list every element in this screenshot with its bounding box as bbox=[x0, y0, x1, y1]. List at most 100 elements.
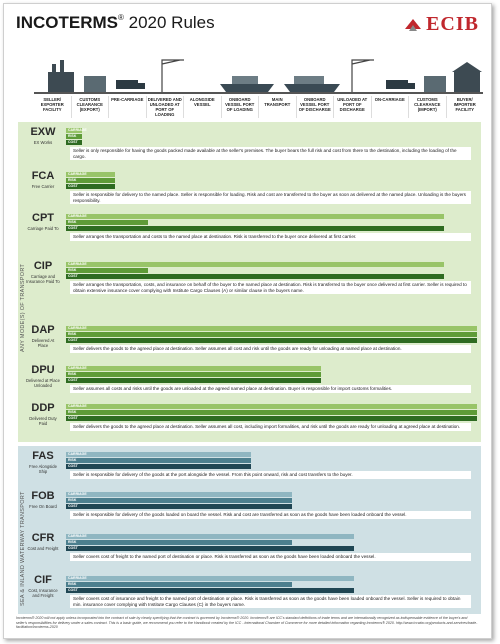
responsibility-bars: CARRIAGE RISK COST bbox=[66, 172, 477, 190]
incoterm-code: CIP bbox=[33, 260, 53, 272]
risk-bar: RISK bbox=[66, 220, 149, 225]
incoterm-name: Cost and Freight bbox=[27, 546, 59, 551]
cost-bar-label: COST bbox=[68, 464, 78, 468]
ecib-logo-mark-icon bbox=[403, 15, 423, 35]
carriage-bar: CARRIAGE bbox=[66, 214, 445, 219]
incoterm-name: EX Works bbox=[33, 140, 53, 145]
incoterm-code: CFR bbox=[31, 532, 55, 544]
risk-bar-label: RISK bbox=[68, 458, 77, 462]
cost-bar: COST bbox=[66, 184, 116, 189]
incoterm-code: EXW bbox=[30, 126, 56, 138]
column-header: ALONGSIDE VESSEL bbox=[183, 96, 221, 118]
cost-bar-label: COST bbox=[68, 184, 78, 188]
truck-icon bbox=[116, 80, 145, 89]
responsibility-bars: CARRIAGE RISK COST bbox=[66, 128, 477, 146]
cost-bar-label: COST bbox=[68, 226, 78, 230]
ship-icon bbox=[220, 76, 274, 92]
incoterm-code: DAP bbox=[31, 324, 55, 336]
risk-bar: RISK bbox=[66, 332, 477, 337]
incoterm-description: Seller arranges the transportation and c… bbox=[70, 233, 471, 241]
column-header: UNLOADED AT PORT OF DISCHARGE bbox=[333, 96, 371, 118]
incoterm-description: Seller is responsible for delivery to th… bbox=[70, 191, 471, 205]
cost-bar: COST bbox=[66, 464, 251, 469]
risk-bar-label: RISK bbox=[68, 268, 77, 272]
carriage-bar-label: CARRIAGE bbox=[68, 576, 87, 580]
cost-bar: COST bbox=[66, 140, 83, 145]
risk-bar: RISK bbox=[66, 410, 477, 415]
carriage-bar-label: CARRIAGE bbox=[68, 326, 87, 330]
incoterm-name: Free On Board bbox=[29, 504, 57, 509]
incoterm-code: FOB bbox=[31, 490, 55, 502]
risk-bar: RISK bbox=[66, 458, 251, 463]
carriage-bar-label: CARRIAGE bbox=[68, 492, 87, 496]
incoterm-name: Carriage Paid To bbox=[27, 226, 59, 231]
carriage-bar-label: CARRIAGE bbox=[68, 128, 87, 132]
incoterm-row-ddp: DDP Delivered Duty Paid CARRIAGE RISK COST Se… bbox=[26, 402, 477, 440]
responsibility-bars: CARRIAGE RISK COST bbox=[66, 326, 477, 344]
incoterm-name: Carriage and Insurance Paid To bbox=[26, 274, 60, 284]
crane-icon-2 bbox=[351, 59, 374, 92]
carriage-bar-label: CARRIAGE bbox=[68, 366, 87, 370]
incoterm-row-cif: CIF Cost, Insurance and Freight CARRIAGE RI… bbox=[26, 574, 477, 614]
incoterm-description: Seller is responsible for delivery of th… bbox=[70, 471, 471, 479]
warehouse-icon bbox=[452, 62, 482, 92]
truck-icon-2 bbox=[386, 80, 415, 89]
cost-bar-label: COST bbox=[68, 588, 78, 592]
responsibility-bars: CARRIAGE RISK COST bbox=[66, 404, 477, 422]
brand-name: ECIB bbox=[426, 13, 479, 35]
risk-bar-label: RISK bbox=[68, 582, 77, 586]
column-header-row: SELLER/ EXPORTER FACILITY CUSTOMS CLEARAN… bbox=[34, 96, 483, 118]
carriage-bar: CARRIAGE bbox=[66, 492, 293, 497]
cost-bar: COST bbox=[66, 588, 354, 593]
column-header: DELIVERED AND UNLOADED AT PORT OF LOADIN… bbox=[145, 96, 184, 118]
incoterm-description: Seller is responsible for delivery of th… bbox=[70, 511, 471, 519]
carriage-bar: CARRIAGE bbox=[66, 452, 251, 457]
cost-bar: COST bbox=[66, 504, 293, 509]
incoterm-code: DDP bbox=[31, 402, 55, 414]
footer-disclaimer: Incoterms® 2020 will not apply unless in… bbox=[16, 616, 478, 630]
crane-icon bbox=[161, 59, 184, 92]
column-header: ONBOARD VESSEL PORT OF DISCHARGE bbox=[295, 96, 334, 118]
cost-bar-label: COST bbox=[68, 274, 78, 278]
incoterm-name: Delivered At Place bbox=[31, 338, 55, 348]
incoterm-description: Seller covers cost of insurance and frei… bbox=[70, 595, 471, 609]
incoterms-chart-page: INCOTERMS® 2020 Rules ECIB SELLER/ EXPOR… bbox=[3, 3, 492, 639]
cost-bar-label: COST bbox=[68, 504, 78, 508]
risk-bar-label: RISK bbox=[68, 498, 77, 502]
incoterm-description: Seller arranges the transportation, cost… bbox=[70, 281, 471, 295]
carriage-bar-label: CARRIAGE bbox=[68, 214, 87, 218]
incoterm-row-fob: FOB Free On Board CARRIAGE RISK COST Seller i… bbox=[26, 490, 477, 530]
incoterm-row-dpu: DPU Delivered at Place Unloaded CARRIAGE RI… bbox=[26, 364, 477, 400]
incoterm-name: Free Alongside Ship bbox=[29, 464, 57, 474]
incoterm-description: Seller delivers the goods to the agreed … bbox=[70, 423, 471, 431]
cost-bar-label: COST bbox=[68, 338, 78, 342]
incoterm-row-cip: CIP Carriage and Insurance Paid To CARRIAG… bbox=[26, 260, 477, 320]
cost-bar-label: COST bbox=[68, 378, 78, 382]
carriage-bar: CARRIAGE bbox=[66, 576, 354, 581]
cost-bar-label: COST bbox=[68, 546, 78, 550]
column-header: ONBOARD VESSEL PORT OF LOADING bbox=[220, 96, 259, 118]
risk-bar-label: RISK bbox=[68, 332, 77, 336]
carriage-bar-label: CARRIAGE bbox=[68, 262, 87, 266]
carriage-bar: CARRIAGE bbox=[66, 172, 116, 177]
cost-bar-label: COST bbox=[68, 416, 78, 420]
carriage-bar: CARRIAGE bbox=[66, 404, 477, 409]
cost-bar: COST bbox=[66, 378, 321, 383]
incoterm-name: Delivered at Place Unloaded bbox=[26, 378, 60, 388]
risk-bar: RISK bbox=[66, 268, 149, 273]
incoterm-code: DPU bbox=[31, 364, 55, 376]
incoterm-row-cpt: CPT Carriage Paid To CARRIAGE RISK COST Selle… bbox=[26, 212, 477, 256]
carriage-bar: CARRIAGE bbox=[66, 128, 87, 133]
risk-bar-label: RISK bbox=[68, 134, 77, 138]
cost-bar: COST bbox=[66, 338, 477, 343]
responsibility-bars: CARRIAGE RISK COST bbox=[66, 492, 477, 510]
risk-bar: RISK bbox=[66, 372, 321, 377]
carriage-bar: CARRIAGE bbox=[66, 534, 354, 539]
column-header: CUSTOMS CLEARANCE (IMPORT) bbox=[408, 96, 446, 118]
carriage-bar-label: CARRIAGE bbox=[68, 452, 87, 456]
carriage-bar: CARRIAGE bbox=[66, 262, 445, 267]
carriage-bar: CARRIAGE bbox=[66, 326, 477, 331]
incoterm-row-exw: EXW EX Works CARRIAGE RISK COST Seller is onl… bbox=[26, 126, 477, 170]
incoterm-code: CIF bbox=[34, 574, 52, 586]
carriage-bar: CARRIAGE bbox=[66, 366, 321, 371]
